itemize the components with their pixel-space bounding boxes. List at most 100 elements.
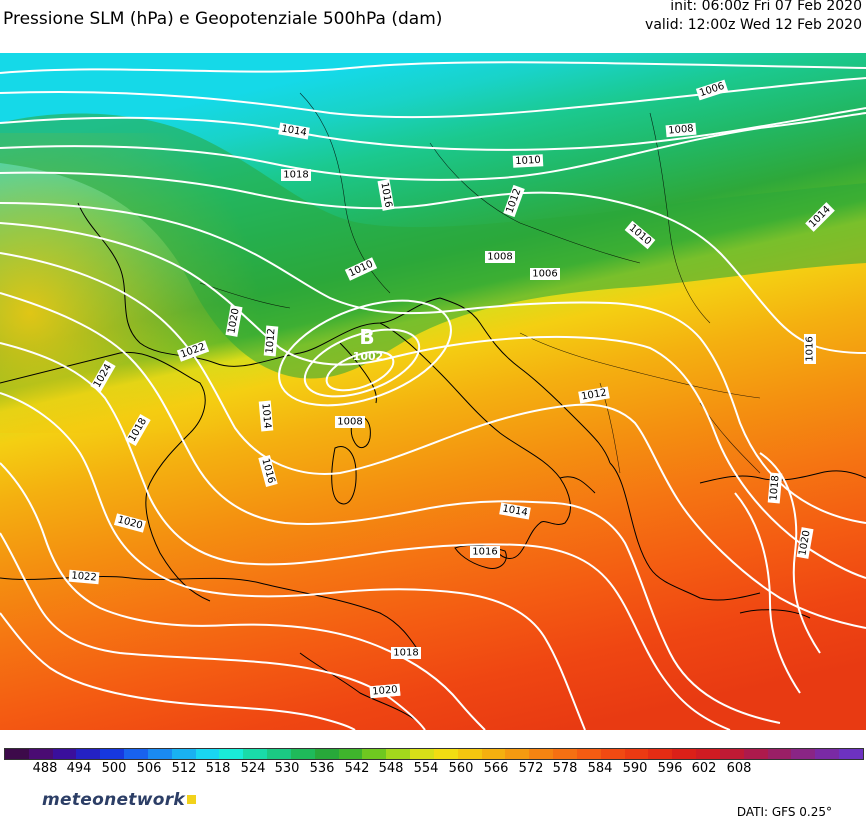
svg-text:1014: 1014: [281, 123, 308, 138]
trough-green-band: [0, 113, 866, 379]
svg-text:1014: 1014: [502, 503, 529, 518]
isobar-label: 1020: [113, 513, 147, 533]
colorbar-segment: [410, 749, 434, 759]
colorbar-label: 578: [552, 761, 578, 776]
colorbar-label: 518: [205, 761, 231, 776]
colorbar-segment: [624, 749, 649, 759]
colorbar-segment: [553, 749, 577, 759]
colorbar-segment: [314, 749, 339, 759]
colorbar-segment: [100, 749, 125, 759]
colorbar-segment: [719, 749, 744, 759]
init-time: init: 06:00z Fri 07 Feb 2020: [670, 0, 862, 14]
isobar-label: 1016: [258, 454, 278, 488]
colorbar-label: 584: [587, 761, 613, 776]
weather-map: B 1002 1006 1008 1010 1014 1018 1016 1010 1012 1…: [0, 53, 866, 730]
meteonetwork-logo: meteonetwork: [42, 790, 197, 810]
colorbar-label: 572: [518, 761, 544, 776]
isobar-label: 1016: [377, 179, 395, 211]
svg-text:1008: 1008: [337, 417, 362, 428]
colorbar-segment: [28, 749, 53, 759]
colorbar-segment: [767, 749, 792, 759]
isobar-label: 1006: [530, 268, 560, 280]
colorbar-segment: [791, 749, 816, 759]
colorbar-segment: [672, 749, 697, 759]
svg-text:1022: 1022: [71, 570, 97, 583]
colorbar-label: 554: [413, 761, 439, 776]
isobar-label: 1020: [225, 305, 243, 337]
colorbar-label: 524: [240, 761, 266, 776]
colorbar-label: 494: [66, 761, 92, 776]
colorbar-segment: [696, 749, 720, 759]
colorbar-segment: [505, 749, 530, 759]
isobar-label: 1008: [485, 251, 515, 263]
colorbar-segment: [290, 749, 315, 759]
isobar-label: 1016: [804, 334, 816, 364]
colorbar-labels: 488 494 500 506 512 518 524 530 536 542 548 554 560 5…: [4, 761, 862, 779]
logo-text: meteonetwork: [42, 790, 186, 810]
svg-text:1016: 1016: [472, 547, 497, 558]
colorbar-segment: [76, 749, 101, 759]
colorbar-label: 536: [309, 761, 335, 776]
isobar-label: 1012: [263, 325, 279, 357]
colorbar-segment: [838, 749, 863, 759]
svg-text:1006: 1006: [532, 269, 557, 280]
colorbar-segment: [243, 749, 268, 759]
colorbar-label: 542: [344, 761, 370, 776]
isobar-label: 1018: [767, 472, 783, 504]
isobar-label: 1018: [391, 647, 421, 659]
isobar-label: 1014: [278, 122, 310, 140]
colorbar-segment: [529, 749, 554, 759]
colorbar-segment: [52, 749, 77, 759]
colorbar-label: 566: [483, 761, 509, 776]
colorbar-label: 608: [726, 761, 752, 776]
colorbar-label: 500: [101, 761, 127, 776]
svg-text:1014: 1014: [259, 403, 272, 429]
colorbar-label: 530: [274, 761, 300, 776]
isobar-label: 1020: [796, 527, 814, 559]
svg-text:1020: 1020: [372, 684, 398, 697]
isobar-label: 1016: [470, 546, 500, 558]
colorbar-segment: [5, 749, 29, 759]
colorbar-segment: [433, 749, 458, 759]
colorbar-label: 590: [622, 761, 648, 776]
colorbar-segment: [457, 749, 482, 759]
colorbar-label: 506: [136, 761, 162, 776]
map-title: Pressione SLM (hPa) e Geopotenziale 500h…: [3, 9, 443, 29]
colorbar-segment: [195, 749, 220, 759]
svg-text:1012: 1012: [264, 328, 277, 354]
valid-time: valid: 12:00z Wed 12 Feb 2020: [645, 17, 862, 33]
colorbar-label: 512: [171, 761, 197, 776]
colorbar-segment: [362, 749, 387, 759]
isobar-label: 1022: [68, 569, 100, 585]
run-info: init: 06:00z Fri 07 Feb 2020 valid: 12:0…: [645, 0, 862, 35]
svg-text:1018: 1018: [768, 475, 781, 501]
colorbar-segment: [815, 749, 839, 759]
svg-text:1018: 1018: [393, 648, 418, 659]
isobar-label: 1014: [258, 400, 274, 432]
svg-text:1020: 1020: [226, 308, 241, 335]
svg-text:1018: 1018: [283, 170, 308, 181]
colorbar-segment: [743, 749, 768, 759]
colorbar-label: 548: [378, 761, 404, 776]
isobar-label: 1018: [281, 169, 311, 181]
isobar-label: 1008: [665, 122, 697, 138]
svg-text:1016: 1016: [378, 182, 393, 209]
isobar-label: 1014: [499, 502, 531, 520]
isobar-label: 1012: [578, 386, 610, 404]
colorbar: [4, 748, 864, 760]
colorbar-label: 560: [448, 761, 474, 776]
colorbar-segment: [267, 749, 291, 759]
svg-text:1010: 1010: [515, 155, 541, 167]
svg-text:1016: 1016: [805, 336, 816, 361]
svg-text:1008: 1008: [668, 123, 694, 136]
map-svg: B 1002 100610081010101410181016101010121…: [0, 53, 866, 730]
svg-text:1012: 1012: [581, 387, 608, 402]
colorbar-segment: [576, 749, 601, 759]
colorbar-label: 488: [32, 761, 58, 776]
colorbar-segment: [648, 749, 673, 759]
svg-text:1008: 1008: [487, 252, 512, 263]
colorbar-segment: [481, 749, 506, 759]
isobar-label: 1020: [369, 683, 401, 699]
colorbar-segment: [124, 749, 148, 759]
colorbar-label: 596: [657, 761, 683, 776]
